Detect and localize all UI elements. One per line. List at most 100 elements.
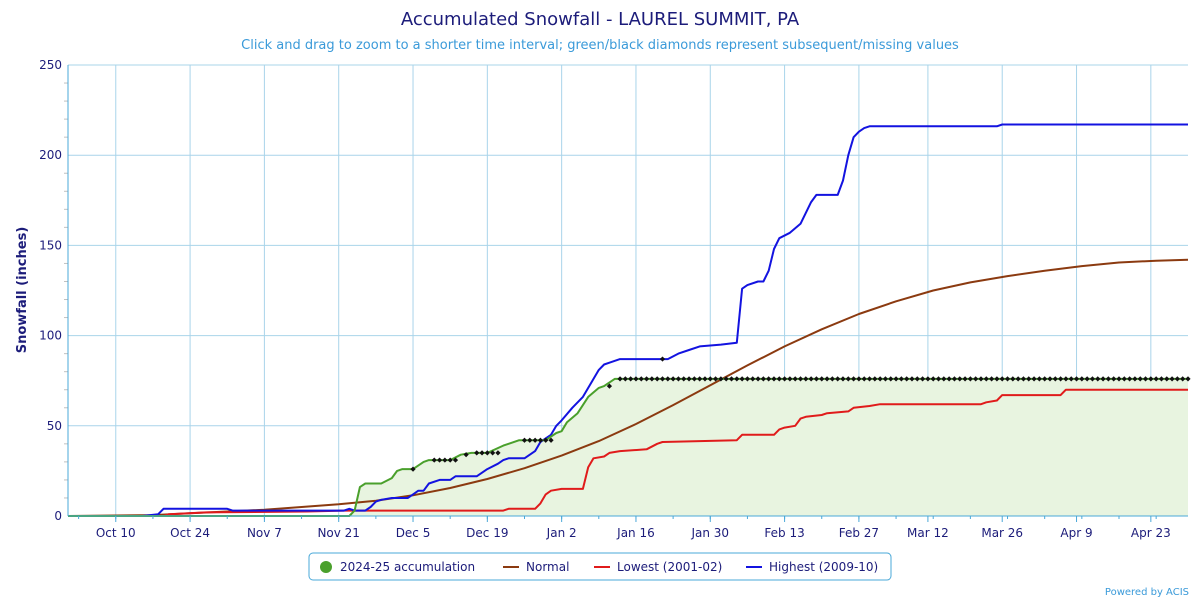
y-tick-label: 0 <box>54 509 62 523</box>
missing-value-diamond <box>622 376 628 382</box>
missing-value-diamond <box>951 376 958 382</box>
missing-value-diamond <box>665 376 671 382</box>
missing-value-diamond <box>1153 376 1159 382</box>
legend-symbol-dot <box>320 561 332 573</box>
legend[interactable]: 2024-25 accumulation Normal Lowest (2001-0… <box>308 552 892 581</box>
missing-value-markers <box>410 356 1191 472</box>
missing-value-diamond <box>978 376 984 382</box>
credit-link[interactable]: Powered by ACIS <box>1105 587 1189 598</box>
missing-value-diamond <box>808 376 814 382</box>
missing-value-diamond <box>1026 376 1032 382</box>
y-axis-label: Snowfall (inches) <box>15 227 30 354</box>
series-line-normal[interactable] <box>67 258 1189 517</box>
missing-value-diamond <box>1164 376 1170 382</box>
missing-value-diamond <box>776 376 782 382</box>
series-lines <box>67 123 1189 517</box>
missing-value-diamond <box>1137 376 1143 382</box>
x-tick-label: Feb 27 <box>839 526 879 540</box>
missing-value-diamond <box>819 376 825 382</box>
missing-value-diamond <box>1185 376 1191 382</box>
missing-value-diamond <box>845 376 851 382</box>
legend-item-2024-25[interactable]: 2024-25 accumulation <box>320 560 475 574</box>
missing-value-diamond <box>1020 376 1027 382</box>
missing-value-diamond <box>532 437 538 443</box>
x-tick-label: Dec 5 <box>396 526 431 540</box>
missing-value-diamond <box>659 376 666 382</box>
missing-value-diamond <box>909 376 915 382</box>
missing-value-diamond <box>490 450 496 456</box>
axes <box>67 65 1188 522</box>
missing-value-diamond <box>1100 376 1106 382</box>
missing-value-diamond <box>930 376 936 382</box>
series-line-lowest[interactable] <box>68 388 1188 517</box>
x-tick-label: Apr 9 <box>1060 526 1092 540</box>
x-tick-label: Nov 7 <box>247 526 282 540</box>
missing-value-diamond <box>1111 376 1117 382</box>
missing-value-diamond <box>707 376 713 382</box>
missing-value-diamond <box>999 376 1005 382</box>
missing-value-diamond <box>983 376 989 382</box>
missing-value-diamond <box>617 376 623 382</box>
x-tick-label: Jan 2 <box>546 526 577 540</box>
missing-value-diamond <box>638 376 644 382</box>
missing-value-diamond <box>941 376 947 382</box>
missing-value-diamond <box>824 376 830 382</box>
missing-value-diamond <box>771 376 777 382</box>
missing-value-diamond <box>962 376 968 382</box>
missing-value-diamond <box>537 437 544 443</box>
missing-value-diamond <box>1095 376 1101 382</box>
missing-value-diamond <box>633 376 639 382</box>
missing-value-diamond <box>967 376 973 382</box>
missing-value-diamond <box>888 376 894 382</box>
missing-value-diamond <box>1127 376 1133 382</box>
missing-value-diamond <box>1042 376 1048 382</box>
y-tick-label: 250 <box>39 58 62 72</box>
missing-value-diamond <box>670 376 676 382</box>
missing-value-diamond <box>925 376 931 382</box>
missing-value-diamond <box>850 376 857 382</box>
missing-value-diamond <box>861 376 867 382</box>
missing-value-diamond <box>866 376 873 382</box>
missing-value-diamond <box>781 376 788 382</box>
missing-value-diamond <box>1036 376 1042 382</box>
legend-item-highest[interactable]: Highest (2009-10) <box>746 560 878 574</box>
missing-value-diamond <box>755 376 761 382</box>
y-tick-labels: 0 50 100 150 200 250 <box>39 58 62 523</box>
series-line-highest[interactable] <box>68 123 1188 517</box>
missing-value-diamond <box>1105 376 1111 382</box>
missing-value-diamond <box>691 376 697 382</box>
missing-value-diamond <box>914 376 920 382</box>
missing-value-diamond <box>1031 376 1037 382</box>
missing-value-diamond <box>712 376 719 382</box>
missing-value-diamond <box>1047 376 1053 382</box>
missing-value-diamond <box>957 376 963 382</box>
x-tick-label: Apr 23 <box>1131 526 1171 540</box>
missing-value-diamond <box>813 376 820 382</box>
legend-item-lowest[interactable]: Lowest (2001-02) <box>594 560 722 574</box>
x-tick-label: Mar 12 <box>907 526 949 540</box>
missing-value-diamond <box>1058 376 1064 382</box>
missing-value-diamond <box>527 437 533 443</box>
missing-value-diamond <box>1158 376 1165 382</box>
missing-value-diamond <box>521 437 528 443</box>
missing-value-diamond <box>436 457 443 463</box>
missing-value-diamond <box>649 376 655 382</box>
missing-value-diamond <box>840 376 846 382</box>
missing-value-diamond <box>872 376 878 382</box>
missing-value-diamond <box>447 457 453 463</box>
missing-value-diamond <box>1121 376 1127 382</box>
missing-value-diamond <box>877 376 883 382</box>
missing-value-diamond <box>829 376 835 382</box>
missing-value-diamond <box>787 376 793 382</box>
x-tick-label: Nov 21 <box>317 526 360 540</box>
missing-value-diamond <box>935 376 942 382</box>
legend-item-normal[interactable]: Normal <box>503 560 569 574</box>
missing-value-diamond <box>1068 376 1074 382</box>
missing-value-diamond <box>734 376 740 382</box>
missing-value-diamond <box>1142 376 1149 382</box>
series-line-2024-25[interactable] <box>68 377 1188 517</box>
missing-value-diamond <box>1052 376 1058 382</box>
y-tick-label: 100 <box>39 329 62 343</box>
missing-value-diamond <box>495 450 501 456</box>
